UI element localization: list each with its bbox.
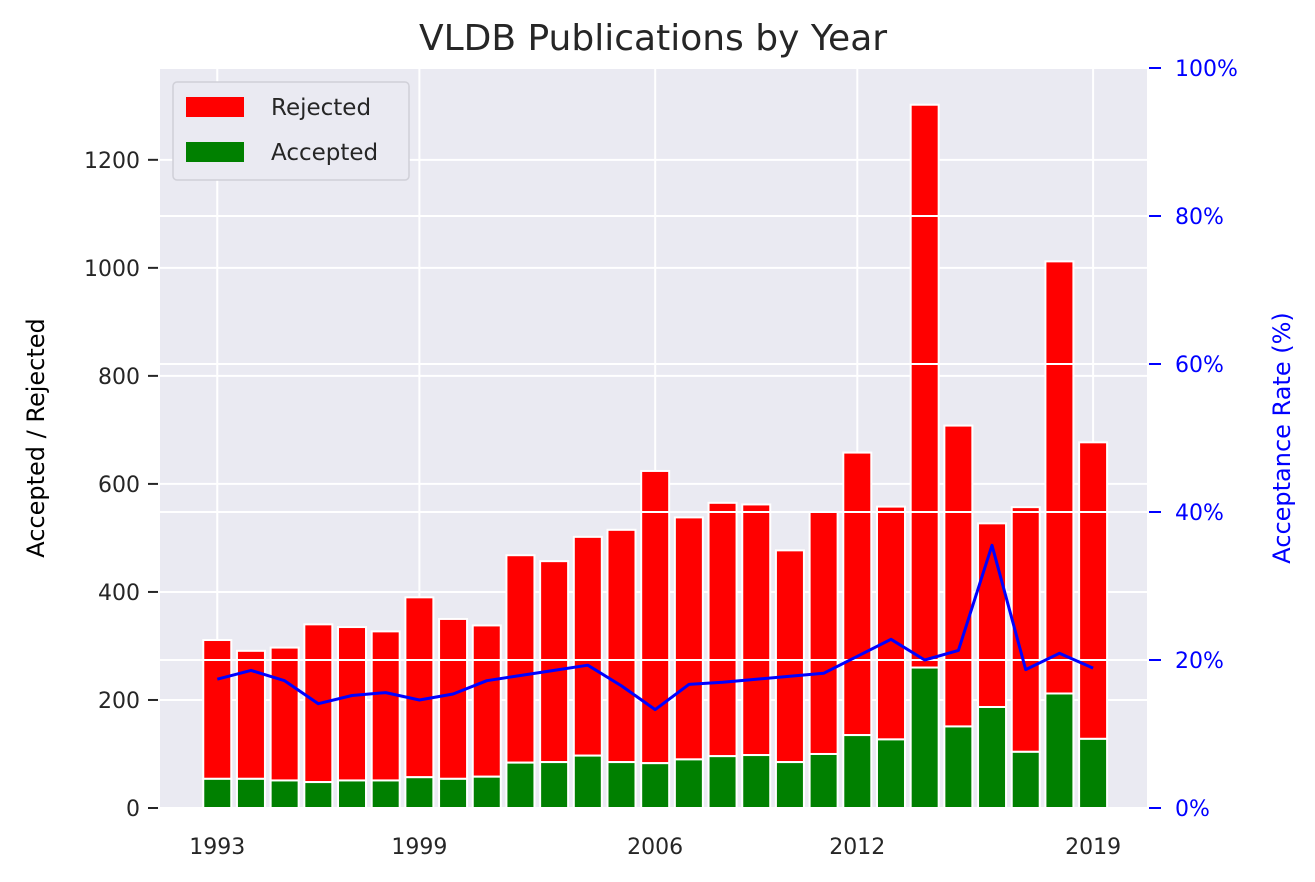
bar-accepted-1996 bbox=[303, 781, 334, 810]
bar-accepted-2009 bbox=[741, 754, 772, 809]
y-axis-label-left: Accepted / Rejected bbox=[22, 318, 50, 558]
bar-accepted-2017 bbox=[1010, 750, 1041, 810]
x-tick-label: 2019 bbox=[1065, 835, 1121, 860]
y-tick-label-right: 0% bbox=[1175, 797, 1210, 822]
bar-accepted-2005 bbox=[606, 761, 637, 809]
bar-accepted-2016 bbox=[977, 705, 1008, 809]
bar-rejected-1998 bbox=[370, 630, 401, 782]
x-tick-label: 2006 bbox=[627, 835, 683, 860]
bar-rejected-1993 bbox=[202, 639, 233, 780]
bar-rejected-1999 bbox=[404, 596, 435, 779]
y-axis-label-right: Acceptance Rate (%) bbox=[1268, 312, 1296, 564]
bar-accepted-2015 bbox=[943, 725, 974, 809]
bar-rejected-2011 bbox=[808, 511, 839, 755]
bar-accepted-1994 bbox=[235, 777, 266, 809]
bar-rejected-2013 bbox=[875, 505, 906, 741]
bar-accepted-2012 bbox=[842, 734, 873, 810]
bar-accepted-2004 bbox=[572, 754, 603, 809]
y-tick-label-right: 80% bbox=[1175, 205, 1224, 230]
bar-rejected-2004 bbox=[572, 535, 603, 757]
y-tick-label-left: 600 bbox=[98, 473, 140, 498]
bar-rejected-2012 bbox=[842, 451, 873, 737]
bar-rejected-2007 bbox=[673, 516, 704, 761]
bar-accepted-2018 bbox=[1044, 692, 1075, 810]
bar-rejected-2019 bbox=[1078, 441, 1109, 740]
bar-accepted-2010 bbox=[774, 761, 805, 809]
bar-accepted-1999 bbox=[404, 776, 435, 809]
y-tick-label-right: 40% bbox=[1175, 501, 1224, 526]
bar-rejected-2006 bbox=[640, 469, 671, 765]
bar-rejected-1995 bbox=[269, 646, 300, 782]
chart-title: VLDB Publications by Year bbox=[419, 18, 887, 59]
x-tick-label: 1993 bbox=[189, 835, 245, 860]
y-tick-label-left: 800 bbox=[98, 365, 140, 390]
bar-accepted-2007 bbox=[673, 758, 704, 809]
bars bbox=[202, 103, 1109, 810]
legend-swatch-rejected bbox=[186, 97, 244, 117]
y-tick-label-right: 100% bbox=[1175, 57, 1238, 82]
y-tick-label-left: 200 bbox=[98, 689, 140, 714]
bar-rejected-2009 bbox=[741, 503, 772, 757]
acceptance-rate-line bbox=[216, 543, 1094, 712]
bar-rejected-2005 bbox=[606, 528, 637, 764]
acceptance-rate-line-layer bbox=[160, 67, 1147, 712]
bar-accepted-1997 bbox=[337, 779, 368, 810]
bar-rejected-2016 bbox=[977, 522, 1008, 708]
bar-accepted-2019 bbox=[1078, 737, 1109, 810]
bar-accepted-2003 bbox=[539, 761, 570, 809]
bar-rejected-2018 bbox=[1044, 260, 1075, 695]
bar-accepted-2008 bbox=[707, 755, 738, 810]
bar-accepted-1993 bbox=[202, 777, 233, 809]
bar-rejected-2017 bbox=[1010, 506, 1041, 753]
legend-swatch-accepted bbox=[186, 142, 244, 162]
legend-label-rejected: Rejected bbox=[271, 95, 371, 121]
bar-accepted-2001 bbox=[471, 775, 502, 809]
bar-rejected-2000 bbox=[438, 617, 469, 780]
bar-rejected-2010 bbox=[774, 549, 805, 764]
legend-label-accepted: Accepted bbox=[271, 140, 378, 166]
bar-accepted-1998 bbox=[370, 779, 401, 810]
bar-accepted-2013 bbox=[875, 738, 906, 810]
axes: 0 200 400 600 800 1000 1200 0% 20% 40% 60% 80% 100% 1… bbox=[84, 57, 1238, 860]
bar-accepted-2002 bbox=[505, 761, 536, 810]
y-tick-label-left: 0 bbox=[126, 797, 140, 822]
bar-rejected-2014 bbox=[909, 103, 940, 669]
y-tick-label-left: 1000 bbox=[84, 257, 140, 282]
bar-accepted-2000 bbox=[438, 777, 469, 809]
y-tick-label-right: 60% bbox=[1175, 353, 1224, 378]
bar-accepted-2006 bbox=[640, 762, 671, 810]
bar-accepted-1995 bbox=[269, 779, 300, 810]
y-tick-label-left: 400 bbox=[98, 581, 140, 606]
legend: Rejected Accepted bbox=[172, 81, 410, 181]
bar-rejected-2008 bbox=[707, 501, 738, 758]
x-tick-label: 1999 bbox=[391, 835, 447, 860]
bar-rejected-2002 bbox=[505, 554, 536, 764]
bar-accepted-2014 bbox=[909, 666, 940, 810]
bar-rejected-2015 bbox=[943, 424, 974, 728]
x-tick-label: 2012 bbox=[829, 835, 885, 860]
bar-accepted-2011 bbox=[808, 752, 839, 810]
bar-rejected-1997 bbox=[337, 626, 368, 782]
bar-rejected-2003 bbox=[539, 560, 570, 764]
bar-rejected-2001 bbox=[471, 624, 502, 778]
y-tick-label-right: 20% bbox=[1175, 649, 1224, 674]
y-tick-label-left: 1200 bbox=[84, 149, 140, 174]
